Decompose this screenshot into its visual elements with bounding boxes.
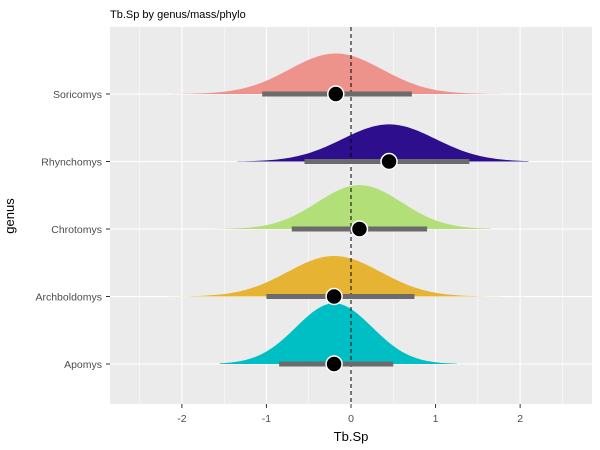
y-tick-label: Chrotomys (51, 224, 102, 236)
x-tick-label: 1 (433, 413, 439, 425)
density-rhynchomys (236, 124, 529, 162)
y-axis-label: genus (2, 198, 17, 234)
point-estimate-rhynchomys (380, 152, 398, 171)
density-soricomys (173, 53, 512, 94)
y-tick-label: Rhynchomys (41, 157, 102, 169)
y-tick-label: Archboldomys (35, 292, 102, 304)
interval-marks (262, 85, 470, 373)
density-ridges (169, 53, 529, 364)
x-tick-labels: -2 -1 0 1 2 (177, 404, 523, 425)
point-estimate-chrotomys (350, 220, 369, 238)
x-tick-label: 2 (517, 413, 523, 425)
y-tick-label: Apomys (64, 359, 102, 371)
density-chrotomys (215, 185, 491, 229)
y-tick-label: Soricomys (53, 89, 102, 101)
chart-title: Tb.Sp by genus/mass/phylo (110, 9, 246, 21)
y-tick-labels: Apomys Archboldomys Chrotomys Rhynchomys Sor… (35, 89, 110, 371)
point-estimate-archboldomys (325, 287, 343, 306)
density-archboldomys (169, 256, 508, 297)
x-tick-label: -2 (177, 413, 186, 425)
density-apomys (219, 303, 457, 364)
x-tick-label: 0 (348, 413, 354, 425)
point-estimate-soricomys (327, 85, 345, 103)
point-estimate-apomys (325, 355, 343, 373)
x-axis-label: Tb.Sp (334, 429, 369, 444)
x-tick-label: -1 (262, 413, 271, 425)
